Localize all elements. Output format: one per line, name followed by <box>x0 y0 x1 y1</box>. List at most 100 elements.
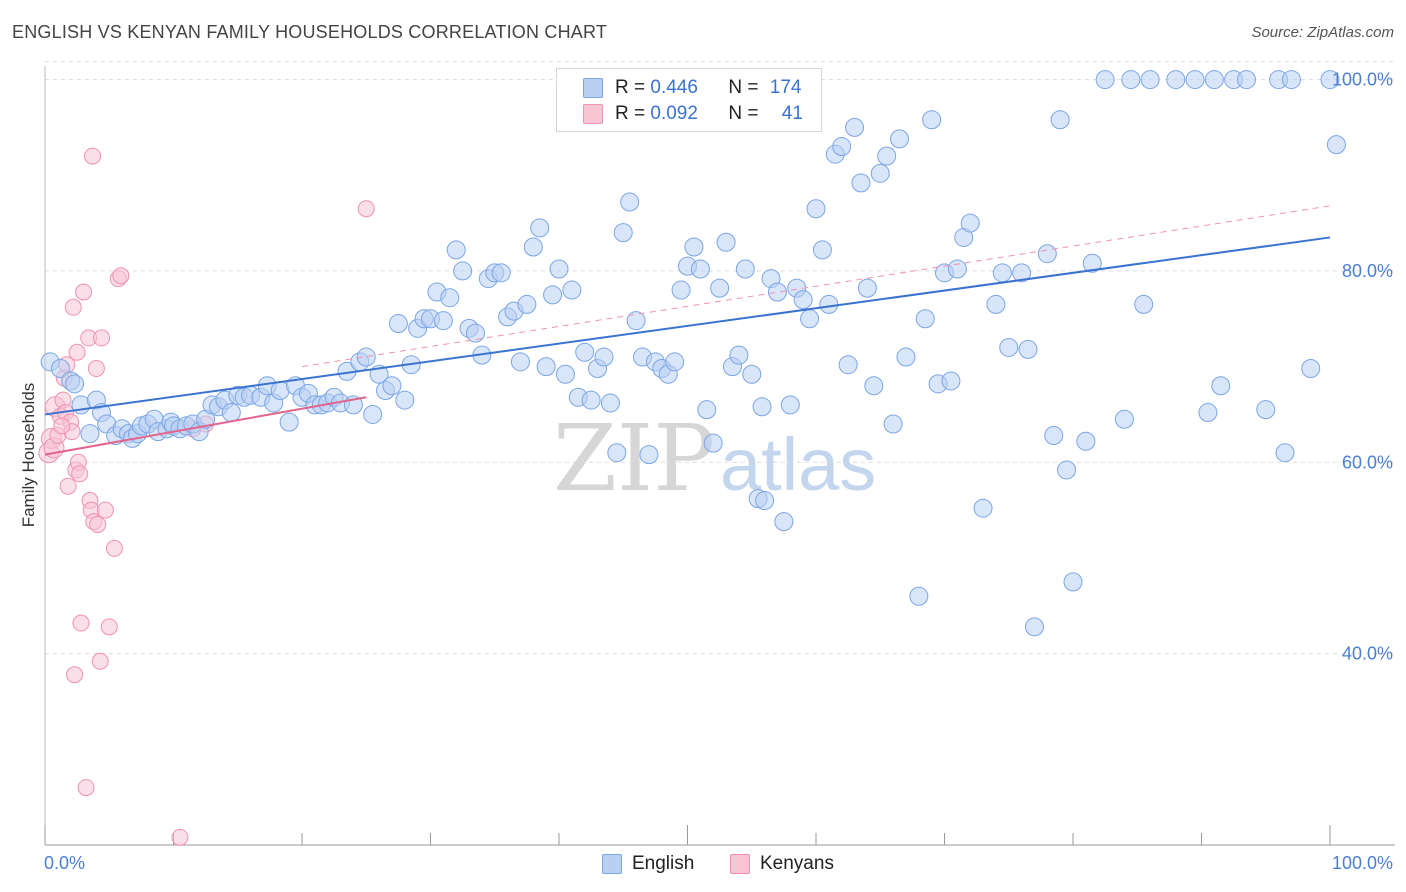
english-point <box>1134 294 1154 314</box>
english-legend-swatch <box>602 854 622 874</box>
english-point <box>1037 244 1057 264</box>
english-point <box>50 359 70 379</box>
english-point <box>999 337 1019 357</box>
english-point <box>1063 572 1083 592</box>
english-point <box>626 311 646 331</box>
x-tick-label-left: 0.0% <box>44 853 85 873</box>
kenyan-point <box>105 539 123 557</box>
legend-row-kenyans: R = 0.092 N = 41 <box>583 102 803 126</box>
english-point <box>922 110 942 130</box>
english-point <box>735 259 755 279</box>
english-point <box>857 278 877 298</box>
english-point <box>1204 70 1224 90</box>
english-point <box>909 586 929 606</box>
english-point <box>465 323 485 343</box>
kenyan-point <box>112 267 130 285</box>
english-point <box>382 376 402 396</box>
watermark: ZIP atlas <box>553 405 876 512</box>
english-point <box>1236 70 1256 90</box>
legend-item-kenyans[interactable]: Kenyans <box>730 852 834 876</box>
chart-title: ENGLISH VS KENYAN FAMILY HOUSEHOLDS CORR… <box>12 22 608 42</box>
english-point <box>684 237 704 257</box>
english-point <box>607 443 627 463</box>
kenyan-point <box>89 515 107 533</box>
english-point <box>1114 409 1134 429</box>
english-point <box>832 137 852 157</box>
legend-row-english: R = 0.446 N = 174 <box>583 76 801 100</box>
y-tick-label-60: 60.0% <box>1342 452 1393 472</box>
english-point <box>453 261 473 281</box>
english-point <box>1057 460 1077 480</box>
english-point <box>388 314 408 334</box>
english-point <box>883 414 903 434</box>
tick-labels: 40.0% 60.0% 80.0% 100.0% 0.0% 100.0% <box>44 70 1393 873</box>
english-point <box>806 199 826 219</box>
y-tick-label-40: 40.0% <box>1342 644 1393 664</box>
kenyan-legend-swatch <box>730 854 750 874</box>
english-point <box>819 294 839 314</box>
english-point <box>80 424 100 444</box>
y-tick-label-100: 100.0% <box>1332 70 1393 90</box>
english-point <box>780 395 800 415</box>
english-n-label: N = <box>728 77 764 98</box>
kenyan-point <box>100 618 118 636</box>
kenyan-point <box>64 298 82 316</box>
kenyan-swatch <box>583 104 603 124</box>
english-point <box>530 218 550 238</box>
english-point <box>1076 431 1096 451</box>
english-point <box>600 393 620 413</box>
english-point <box>1166 70 1186 90</box>
english-point <box>1211 376 1231 396</box>
english-point <box>915 309 935 329</box>
english-point <box>221 403 241 423</box>
english-point <box>890 129 910 149</box>
english-point <box>697 400 717 420</box>
english-point <box>838 355 858 375</box>
english-point <box>1018 339 1038 359</box>
kenyan-n-label: N = <box>728 103 764 124</box>
english-r-label: R = <box>615 77 651 98</box>
english-point <box>960 213 980 233</box>
english-point <box>575 342 595 362</box>
english-point <box>710 278 730 298</box>
kenyan-point <box>84 147 102 165</box>
kenyan-point <box>96 501 114 519</box>
english-point <box>1044 425 1064 445</box>
stats-legend: R = 0.446 N = 174 R = 0.092 N = 41 <box>556 68 822 132</box>
english-point <box>549 259 569 279</box>
english-legend-label: English <box>632 853 695 874</box>
watermark-zip: ZIP <box>553 405 715 512</box>
gridlines <box>45 61 1395 655</box>
english-point <box>742 364 762 384</box>
trendlines <box>44 205 1331 456</box>
english-point <box>716 232 736 252</box>
kenyan-point <box>77 779 95 797</box>
english-point <box>870 163 890 183</box>
english-point <box>639 445 659 465</box>
kenyan-point <box>72 614 90 632</box>
watermark-atlas: atlas <box>720 423 876 506</box>
legend-item-english[interactable]: English <box>602 852 694 876</box>
english-point <box>941 371 961 391</box>
english-point <box>1301 359 1321 379</box>
english-point <box>947 259 967 279</box>
english-point <box>594 347 614 367</box>
kenyan-r-label: R = <box>615 103 651 124</box>
english-swatch <box>583 78 603 98</box>
kenyan-point <box>66 666 84 684</box>
english-point <box>395 390 415 410</box>
english-point <box>793 290 813 310</box>
english-point <box>440 288 460 308</box>
english-points <box>40 70 1346 637</box>
english-point <box>774 512 794 532</box>
kenyan-trendline <box>44 396 367 456</box>
english-point <box>1140 70 1160 90</box>
kenyan-point <box>91 652 109 670</box>
english-point <box>1256 400 1276 420</box>
kenyan-trend-extension <box>301 205 1331 368</box>
english-point <box>536 357 556 377</box>
english-point <box>864 376 884 396</box>
x-tick-label-right: 100.0% <box>1332 853 1393 873</box>
kenyan-n-value: 41 <box>781 103 803 124</box>
